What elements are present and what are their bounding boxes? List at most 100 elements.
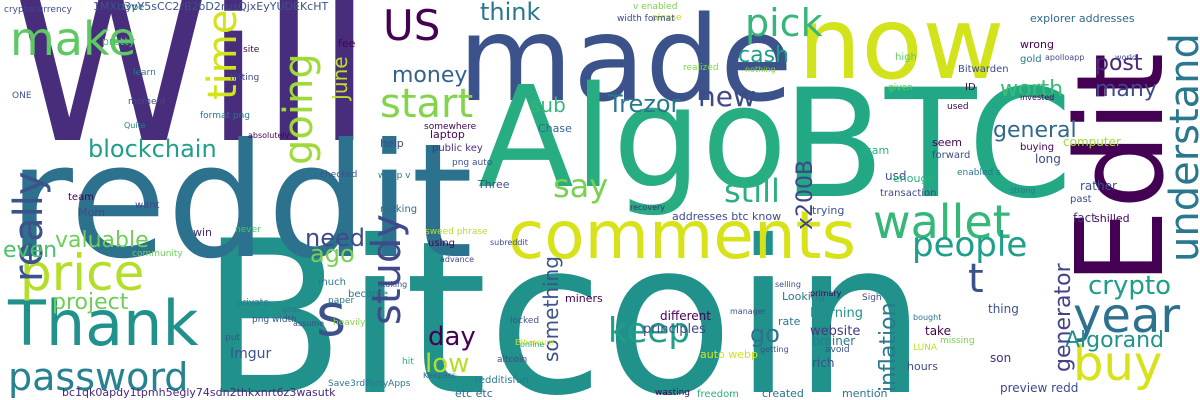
word: brainer [812,334,855,348]
word: learning [810,306,863,321]
word: private [237,298,269,308]
word: scam [860,144,889,157]
word: Thank [7,287,198,360]
word: Algorand [1065,328,1164,353]
word: Chase [538,122,572,135]
word: checked [320,170,357,180]
word: x200B [793,160,818,230]
word: principles [643,322,706,337]
word: think [480,0,541,26]
word: June [328,56,352,102]
word: getting [760,345,789,354]
word: staking [378,280,407,289]
word: wallet [873,195,1011,249]
word: Bitwarden [958,64,1009,75]
word: etc etc [455,387,493,400]
word: selling [775,280,801,289]
word: primary [810,289,842,298]
word: understand [1162,33,1200,262]
word: BTC [782,58,1072,232]
word: moment [128,97,166,107]
word: still [724,172,780,210]
word: assume [293,319,324,328]
word: LUNA [913,343,938,353]
word: ONE [12,91,32,101]
word: high [895,52,917,63]
word: keep [608,311,690,351]
word: subreddit [490,238,528,247]
word: website [810,324,860,339]
word: hours [907,360,938,373]
word: heavily [333,318,366,328]
word: Bitcoin [200,195,927,400]
word: Keepass [423,371,456,380]
word: price [20,244,144,302]
word: 1MXb3vY5sCC2rB2bD2rusQjxEyYUDEKcHT [93,0,328,13]
word: public key [432,143,483,154]
word: hit [402,357,414,367]
word: t [968,256,984,302]
word: become [348,289,388,300]
word: bought [913,313,941,322]
word: fact [1073,211,1096,225]
word: gold [1020,54,1042,65]
word: somewhere [424,122,477,132]
word: ID [965,82,976,93]
word: low [425,349,469,379]
word: made [458,0,793,128]
word: reddit [8,110,473,294]
word: start [380,81,473,127]
word: post [1095,51,1143,76]
word: png auto [452,158,493,168]
word: realized [683,63,719,73]
word: Edit [1052,53,1191,285]
word: rather [1080,179,1117,193]
word: cash [738,43,789,68]
word: buying [1020,142,1054,153]
word: want [135,200,160,211]
word: something [539,256,563,362]
word: money [392,63,467,88]
word: project [52,290,129,315]
word: fee [338,37,356,50]
word: shilled [1094,212,1130,225]
word: ago [310,240,355,268]
word: auto webp [700,348,758,361]
word: explorer addresses [1030,12,1135,25]
word: team [68,192,94,203]
word: Algo [478,57,787,220]
word: recovery [630,203,665,212]
word: now [798,0,1004,102]
word: new [698,80,756,113]
word: preview redd [1000,381,1078,395]
word: site [243,45,260,55]
word: past [1070,194,1092,205]
word: enabled s [957,168,1001,178]
word: never [235,225,261,235]
word: goes [282,305,301,314]
word: transaction [880,188,937,199]
word: type [122,2,144,13]
word: s [316,281,346,349]
word: bc1qk0apdy1tpmh5egly74sdn2thkxnrt6z3wasu… [62,386,336,399]
word: comments [508,197,856,274]
word: blockchain [88,135,217,163]
word: even [3,238,57,263]
word: freedom [697,389,739,400]
word: generator [1051,262,1076,372]
word: Trezor [607,90,681,118]
word: wrong [1020,38,1054,51]
word: v enabled [633,2,677,12]
word: manager [730,307,767,316]
word: trying [812,204,844,217]
word: pretty [102,35,136,48]
word: need [305,224,365,252]
word: given [888,83,913,93]
word: Imgur [230,346,272,362]
word: inflation [876,302,901,392]
word: png width [252,315,297,325]
word: valuable [55,228,149,253]
word: wasting [655,388,690,398]
word: time [200,10,246,100]
